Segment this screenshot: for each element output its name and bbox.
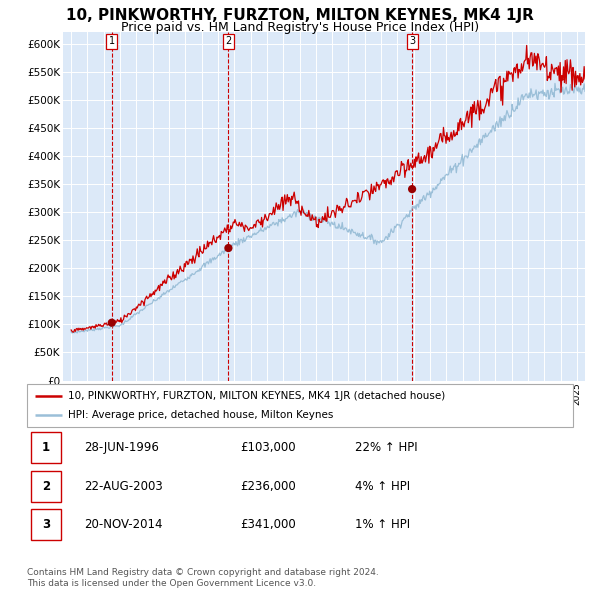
Point bbox=[407, 185, 417, 194]
Bar bbox=[31, 471, 61, 502]
Text: 10, PINKWORTHY, FURZTON, MILTON KEYNES, MK4 1JR: 10, PINKWORTHY, FURZTON, MILTON KEYNES, … bbox=[66, 8, 534, 22]
Text: 10, PINKWORTHY, FURZTON, MILTON KEYNES, MK4 1JR (detached house): 10, PINKWORTHY, FURZTON, MILTON KEYNES, … bbox=[68, 391, 445, 401]
Text: 3: 3 bbox=[409, 37, 415, 47]
Text: £341,000: £341,000 bbox=[240, 518, 296, 531]
Text: 1: 1 bbox=[109, 37, 115, 47]
Text: HPI: Average price, detached house, Milton Keynes: HPI: Average price, detached house, Milt… bbox=[68, 410, 334, 420]
Text: 22-AUG-2003: 22-AUG-2003 bbox=[85, 480, 163, 493]
Text: 20-NOV-2014: 20-NOV-2014 bbox=[85, 518, 163, 531]
Bar bbox=[31, 509, 61, 540]
Text: £236,000: £236,000 bbox=[240, 480, 296, 493]
Text: 2: 2 bbox=[225, 37, 232, 47]
Text: 22% ↑ HPI: 22% ↑ HPI bbox=[355, 441, 417, 454]
Text: £103,000: £103,000 bbox=[240, 441, 296, 454]
Text: Price paid vs. HM Land Registry's House Price Index (HPI): Price paid vs. HM Land Registry's House … bbox=[121, 21, 479, 34]
Text: 28-JUN-1996: 28-JUN-1996 bbox=[85, 441, 159, 454]
Text: 4% ↑ HPI: 4% ↑ HPI bbox=[355, 480, 410, 493]
Text: 2: 2 bbox=[42, 480, 50, 493]
Point bbox=[107, 318, 116, 327]
Text: 1: 1 bbox=[42, 441, 50, 454]
Text: Contains HM Land Registry data © Crown copyright and database right 2024.
This d: Contains HM Land Registry data © Crown c… bbox=[27, 568, 379, 588]
Text: 1% ↑ HPI: 1% ↑ HPI bbox=[355, 518, 410, 531]
Bar bbox=[31, 432, 61, 463]
Point bbox=[224, 243, 233, 253]
Text: 3: 3 bbox=[42, 518, 50, 531]
